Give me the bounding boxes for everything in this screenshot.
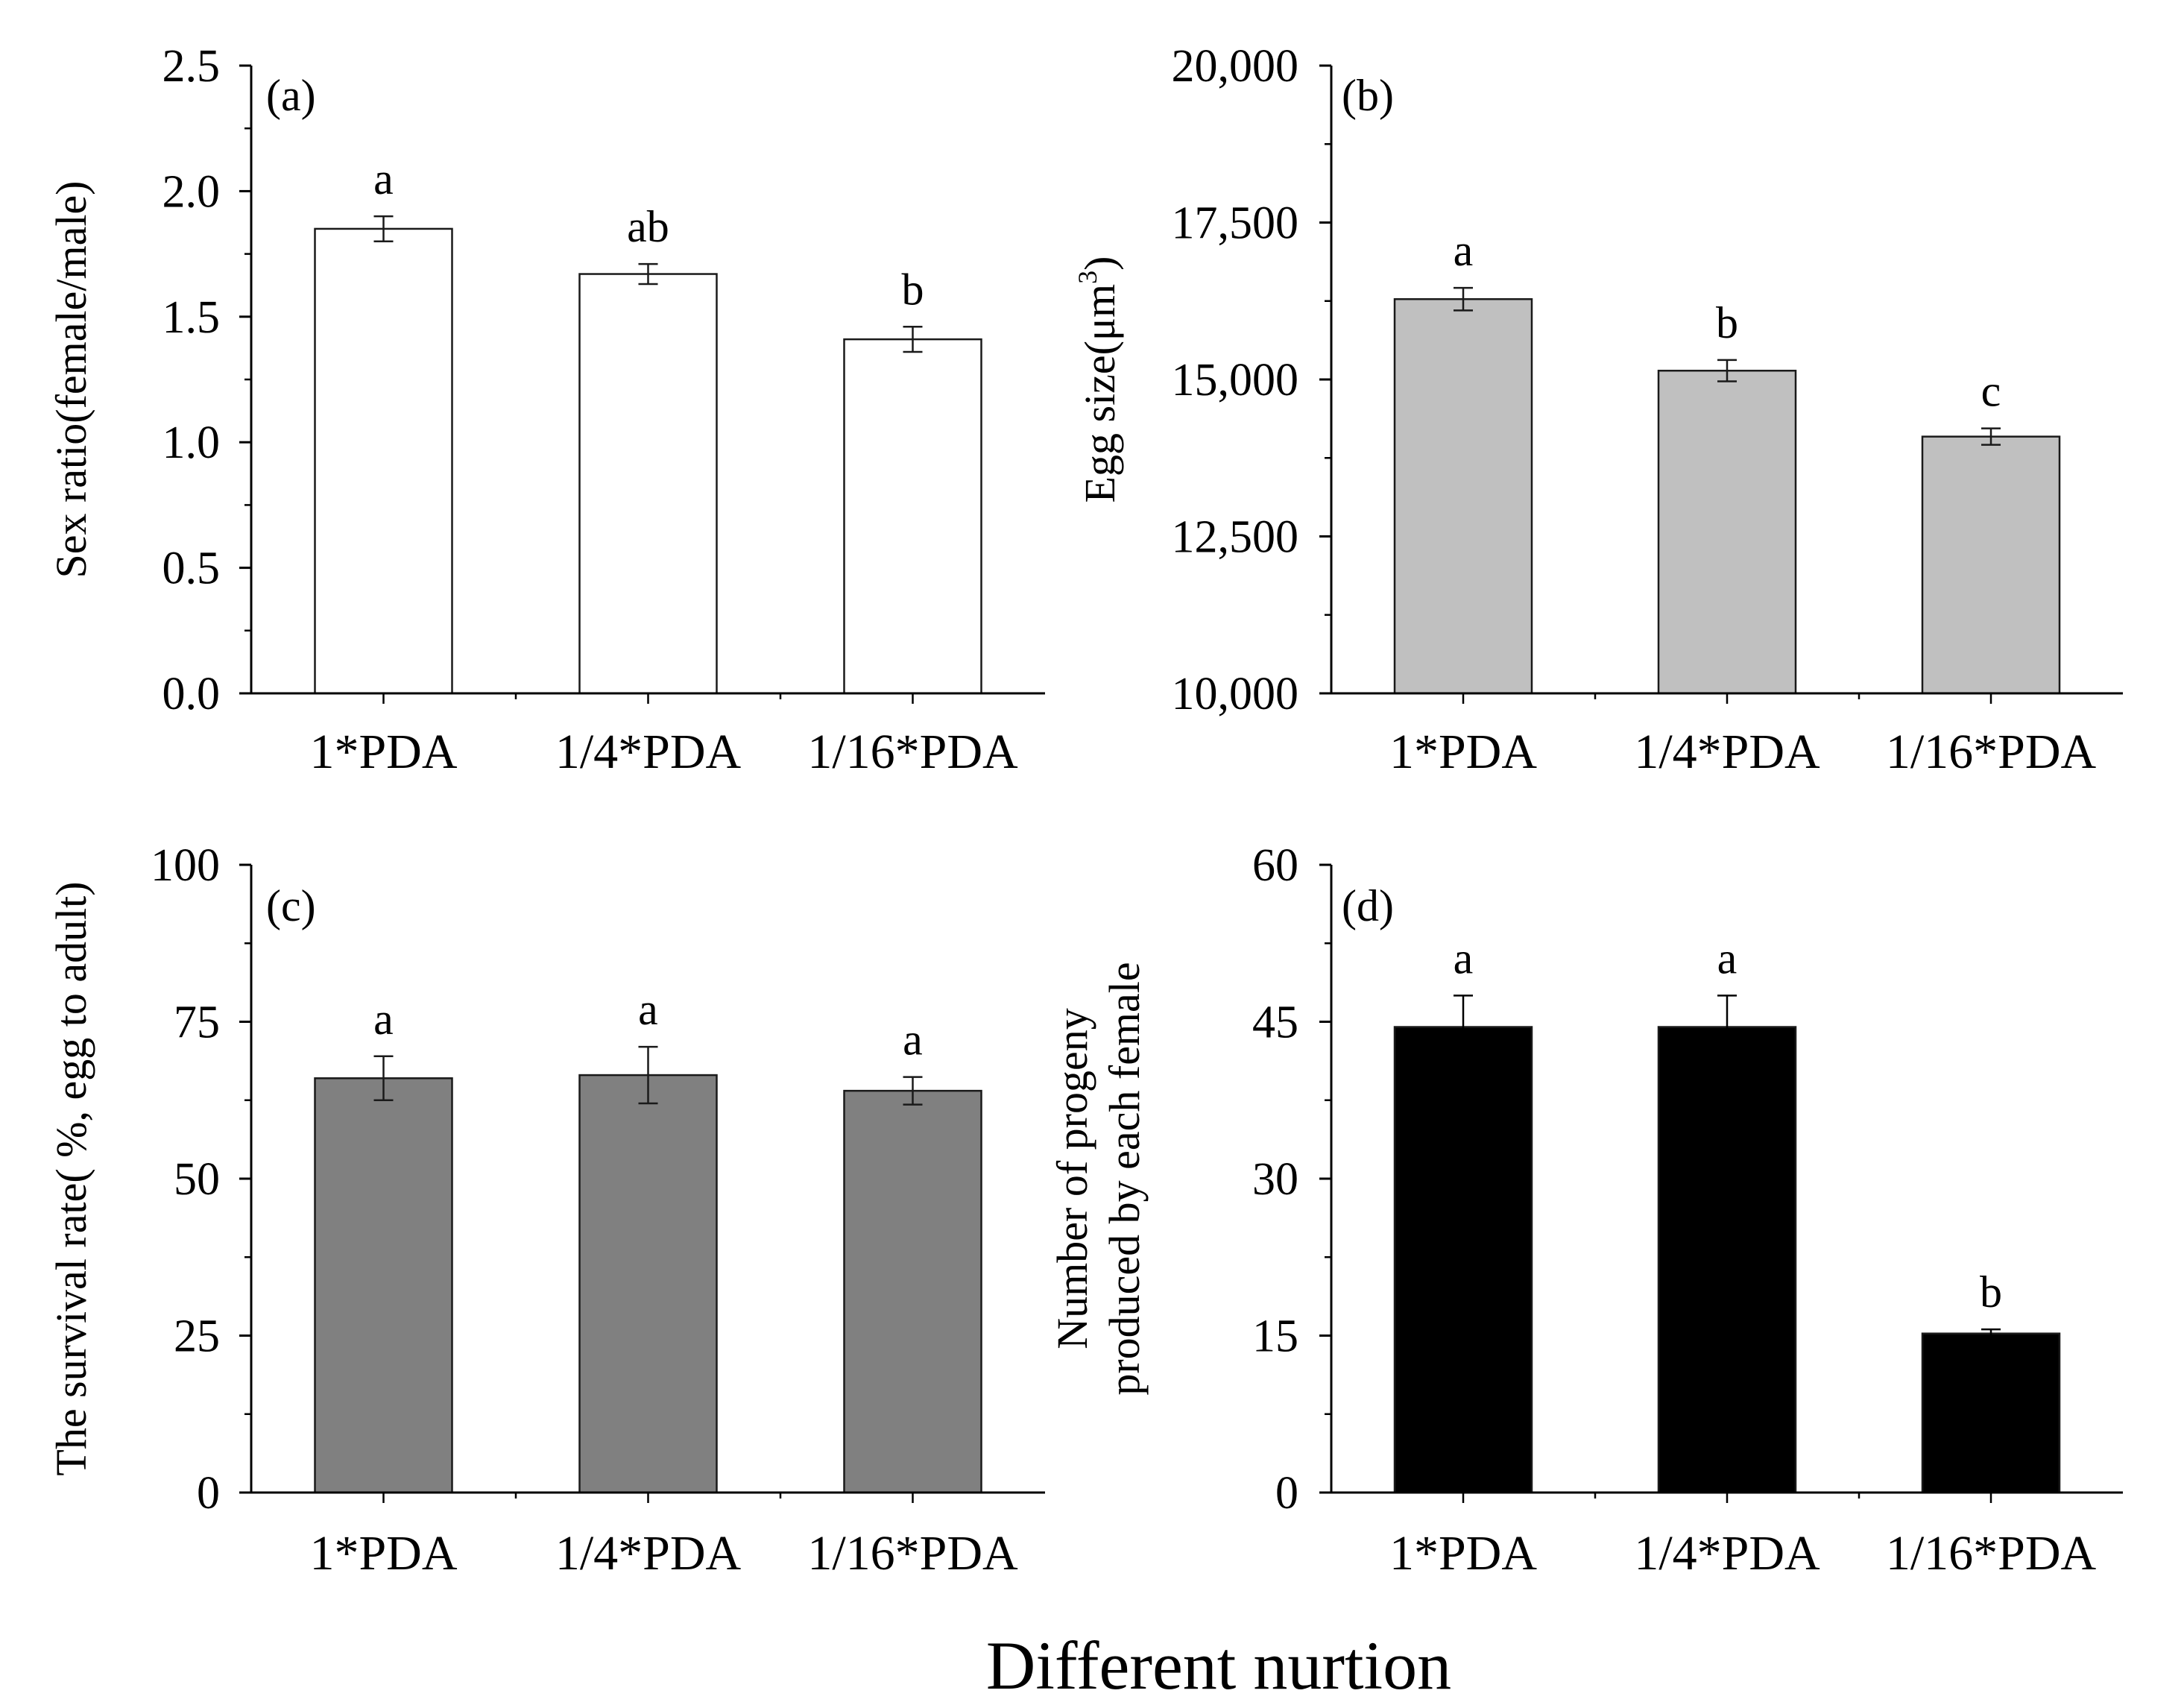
y-axis-title-line2: produced by each female [1100,962,1149,1395]
y-axis-title: The survival rate( %, egg to adult) [47,881,95,1475]
significance-label: b [1980,1267,2002,1317]
y-tick-label: 60 [1252,840,1298,891]
y-tick-label: 20,000 [1172,41,1299,92]
y-tick-label: 75 [174,998,220,1048]
y-tick-label: 0 [1275,1468,1298,1519]
x-tick-label: 1*PDA [1389,725,1537,779]
bar [1657,1026,1797,1494]
panel-d: a 1*PDA a 1/4*PDA b 1/16*PDA 0 15 30 45 60 (d) Numbe… [1048,840,2123,1581]
significance-label: a [1454,226,1474,275]
y-tick-label: 100 [151,840,220,891]
bar [314,1077,453,1494]
bar [843,338,982,695]
y-tick-label: 15,000 [1172,355,1299,406]
significance-label: a [903,1015,923,1065]
y-tick-label: 2.0 [162,166,221,217]
y-tick-label: 15 [1252,1311,1298,1362]
x-tick-label: 1/16*PDA [1886,725,2097,779]
significance-label: ab [627,202,669,251]
y-tick-label: 0 [197,1468,220,1519]
x-tick-label: 1/16*PDA [807,1526,1018,1581]
x-tick-label: 1/4*PDA [555,725,742,779]
y-tick-label: 1.0 [162,417,221,468]
y-tick-label: 1.5 [162,292,221,343]
bar [1921,435,2061,695]
significance-label: a [1454,933,1474,983]
significance-label: a [1717,933,1738,983]
bar [314,227,453,695]
bar [1393,1026,1533,1494]
y-axis-title: Number of progeny [1048,1008,1096,1349]
x-tick-label: 1/16*PDA [807,725,1018,779]
panel-label: (b) [1342,71,1394,120]
y-tick-label: 10,000 [1172,669,1299,719]
bar [578,1074,718,1494]
shared-x-axis-title: Different nurtion [986,1627,1451,1704]
y-axis-title: Sex ratio(female/male) [47,180,95,578]
significance-label: b [1716,298,1738,347]
panel-a: a 1*PDA ab 1/4*PDA b 1/16*PDA 0.0 0.5 1.0 1.5 2.0 2… [47,41,1045,779]
y-tick-label: 2.5 [162,41,221,92]
y-tick-label: 0.5 [162,543,221,594]
bar [843,1089,982,1494]
x-tick-label: 1/16*PDA [1886,1526,2097,1581]
x-tick-label: 1/4*PDA [1634,725,1820,779]
bar [1921,1332,2061,1494]
panel-label: (c) [266,881,316,930]
x-tick-label: 1*PDA [309,725,457,779]
bar [578,273,718,695]
x-tick-label: 1*PDA [309,1526,457,1581]
y-axis-title: Egg size(μm3) [1073,256,1124,503]
y-tick-label: 30 [1252,1154,1298,1205]
x-tick-label: 1/4*PDA [555,1526,742,1581]
bar [1393,297,1533,695]
y-axis-title-superscript: 3 [1073,271,1102,284]
y-tick-label: 50 [174,1154,220,1205]
y-axis-title-text: The survival rate( %, egg to adult) [47,881,95,1475]
significance-label: b [902,265,924,314]
panel-label: (d) [1342,881,1394,930]
y-tick-label: 12,500 [1172,512,1299,563]
y-axis-title-text: Number of progeny [1048,1008,1096,1349]
x-tick-label: 1/4*PDA [1634,1526,1820,1581]
significance-label: a [638,985,658,1034]
y-axis-title-text: Sex ratio(female/male) [47,180,95,578]
x-tick-label: 1*PDA [1389,1526,1537,1581]
y-tick-label: 17,500 [1172,198,1299,249]
panel-c: a 1*PDA a 1/4*PDA a 1/16*PDA 0 25 50 75 100 (c) The … [47,840,1045,1581]
significance-label: c [1981,367,2001,416]
panel-label: (a) [266,71,316,120]
y-tick-label: 45 [1252,998,1298,1048]
panel-b: a 1*PDA b 1/4*PDA c 1/16*PDA 10,000 12,500 15,00… [1073,41,2123,779]
y-tick-label: 25 [174,1311,220,1362]
y-tick-label: 0.0 [162,669,221,719]
significance-label: a [373,154,394,204]
y-axis-title-text: Egg size(μm [1076,284,1124,503]
y-axis-title-tail: ) [1076,256,1124,271]
significance-label: a [373,995,394,1044]
bar [1657,369,1797,695]
